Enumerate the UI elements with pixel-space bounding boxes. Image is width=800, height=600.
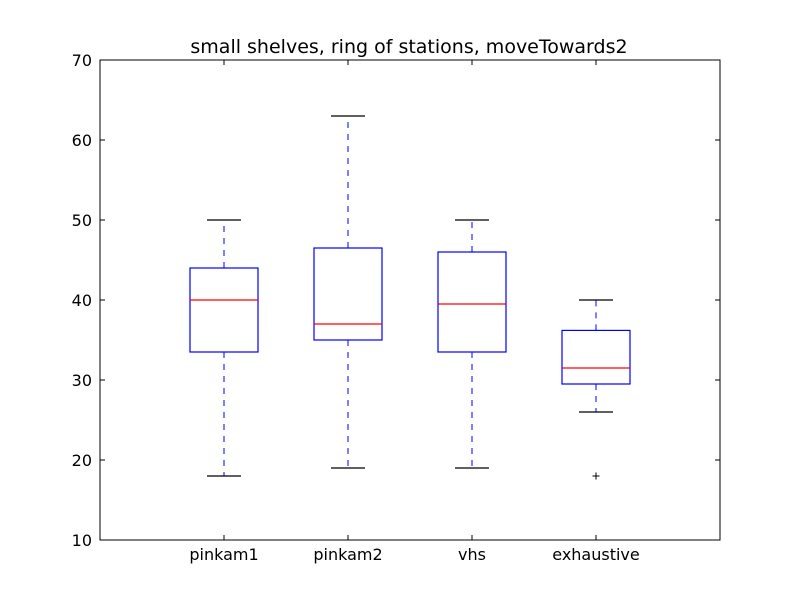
y-axis: 10 20 30 40 50 60 70 xyxy=(72,51,720,550)
y-tick-label: 20 xyxy=(72,451,92,470)
box-group-pinkam2 xyxy=(313,115,383,469)
x-tick-label: pinkam2 xyxy=(313,545,382,564)
y-tick-label: 60 xyxy=(72,131,92,150)
iqr-box xyxy=(437,251,507,353)
y-tick-label: 40 xyxy=(72,291,92,310)
outlier-marker xyxy=(592,472,600,480)
y-tick-label: 10 xyxy=(72,531,92,550)
y-tick-label: 30 xyxy=(72,371,92,390)
x-axis: pinkam1 pinkam2 vhs exhaustive xyxy=(189,60,640,564)
iqr-box xyxy=(561,329,631,385)
y-tick-label: 50 xyxy=(72,211,92,230)
box-group-exhaustive xyxy=(561,299,631,480)
chart-title: small shelves, ring of stations, moveTow… xyxy=(190,36,627,58)
x-tick-label: pinkam1 xyxy=(189,545,258,564)
box-group-vhs xyxy=(437,219,507,469)
x-tick-label: exhaustive xyxy=(552,545,639,564)
box-group-pinkam1 xyxy=(189,219,259,477)
y-tick-label: 70 xyxy=(72,51,92,70)
x-tick-label: vhs xyxy=(458,545,486,564)
boxes-layer xyxy=(189,115,631,480)
iqr-box xyxy=(189,267,259,353)
iqr-box xyxy=(313,247,383,341)
